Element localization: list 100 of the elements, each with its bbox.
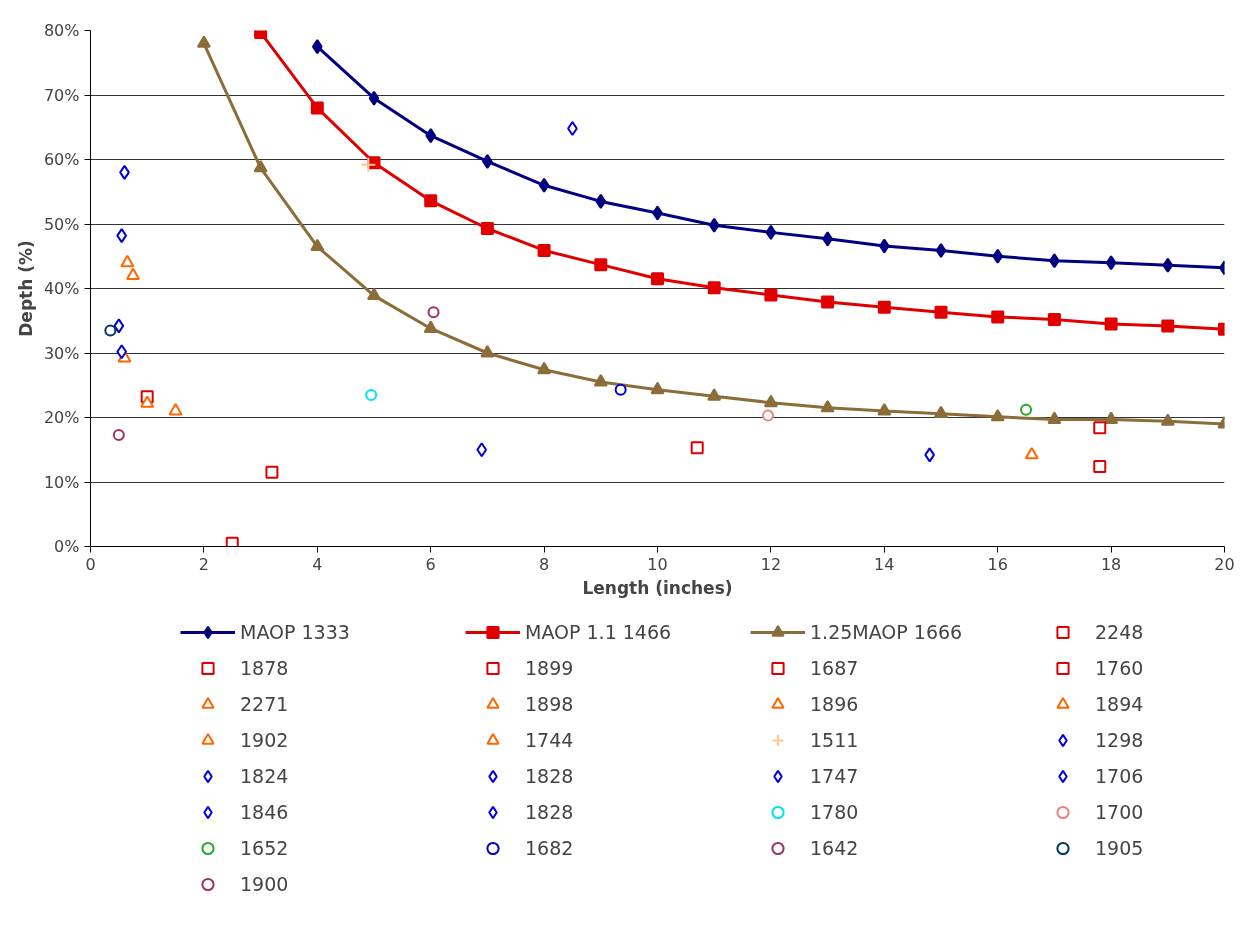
point <box>595 193 607 209</box>
point <box>168 403 183 416</box>
legend-label: MAOP 1.1 1466 <box>525 620 672 645</box>
legend-label: 1744 <box>525 728 574 753</box>
point <box>116 344 128 360</box>
x-tick-label: 18 <box>1100 554 1122 574</box>
point <box>476 442 488 458</box>
x-tick-label: 20 <box>1214 554 1235 574</box>
point <box>593 374 608 387</box>
point <box>423 320 438 333</box>
legend-label: 1747 <box>810 764 859 789</box>
legend-label: 1905 <box>1095 836 1144 861</box>
y-axis-title: Depth (%) <box>15 240 36 337</box>
point <box>480 222 494 236</box>
x-tick-label: 0 <box>85 554 96 574</box>
point <box>1047 312 1061 326</box>
y-tick-label: 50% <box>43 214 80 234</box>
point <box>120 254 135 268</box>
legend-label: 1898 <box>525 692 574 717</box>
point <box>265 465 279 479</box>
point <box>310 238 325 252</box>
legend-label: 1511 <box>810 728 859 753</box>
point <box>764 288 778 302</box>
point <box>935 242 947 258</box>
legend-label: 1298 <box>1095 728 1144 753</box>
y-tick-label: 30% <box>43 343 80 363</box>
point <box>1160 413 1175 426</box>
point <box>708 217 720 233</box>
point <box>1162 257 1174 273</box>
legend-label: 1700 <box>1095 800 1144 825</box>
point <box>140 395 155 408</box>
legend-label: 1899 <box>525 656 574 681</box>
point <box>1093 460 1107 474</box>
x-axis-title: Length (inches) <box>582 577 733 598</box>
point <box>116 228 128 244</box>
point <box>311 39 323 55</box>
legend-label: 1687 <box>810 656 859 681</box>
point <box>1161 319 1175 333</box>
y-tick-label: 0% <box>54 537 80 556</box>
legend-label: 2271 <box>240 692 289 717</box>
point <box>310 101 324 115</box>
point <box>820 399 835 413</box>
legend-label: 2248 <box>1095 620 1144 645</box>
point <box>1020 403 1033 416</box>
point <box>690 441 704 455</box>
y-tick-label: 10% <box>43 472 80 492</box>
point <box>126 267 141 281</box>
legend-label: 1780 <box>810 800 859 825</box>
point <box>707 388 722 401</box>
x-tick-label: 6 <box>425 554 436 574</box>
y-tick-label: 70% <box>43 85 80 105</box>
legend-label: 1902 <box>240 728 289 753</box>
point <box>1093 421 1107 435</box>
legend-label: MAOP 1333 <box>240 620 350 645</box>
point <box>112 428 125 441</box>
point <box>614 383 627 396</box>
point <box>104 324 117 337</box>
point <box>1104 317 1118 331</box>
point <box>365 388 378 401</box>
point <box>425 128 437 144</box>
point <box>877 403 892 416</box>
x-tick-label: 8 <box>539 554 550 574</box>
point <box>480 345 495 358</box>
point <box>992 248 1004 264</box>
point <box>225 536 239 547</box>
legend-label: 1682 <box>525 836 574 861</box>
point <box>650 381 665 395</box>
point <box>821 295 835 309</box>
x-tick-label: 10 <box>647 554 668 574</box>
point <box>367 287 381 301</box>
point <box>990 408 1005 422</box>
x-tick-label: 14 <box>874 554 895 574</box>
x-tick-label: 12 <box>760 554 782 574</box>
point <box>763 394 778 408</box>
point <box>877 300 891 314</box>
legend-label: 1824 <box>240 764 289 789</box>
point <box>594 258 608 272</box>
x-tick-label: 4 <box>312 554 323 574</box>
legend-label: 1760 <box>1095 656 1144 681</box>
point <box>360 156 377 173</box>
point <box>934 405 948 419</box>
point <box>934 305 948 319</box>
point <box>537 361 552 375</box>
legend-label: 1828 <box>525 764 574 789</box>
legend-label: 1828 <box>525 800 574 825</box>
y-tick-label: 20% <box>43 408 80 427</box>
legend-label: 1900 <box>240 872 289 897</box>
x-tick-label: 2 <box>198 554 209 574</box>
point <box>991 310 1005 324</box>
y-tick-label: 80% <box>43 21 80 40</box>
point <box>878 238 890 254</box>
point <box>427 306 440 319</box>
point <box>762 409 775 422</box>
legend-label: 1642 <box>810 836 859 861</box>
point <box>537 243 551 257</box>
point <box>651 272 664 286</box>
point <box>538 177 550 193</box>
point <box>1047 411 1062 424</box>
point <box>707 281 721 295</box>
point <box>1105 255 1117 271</box>
